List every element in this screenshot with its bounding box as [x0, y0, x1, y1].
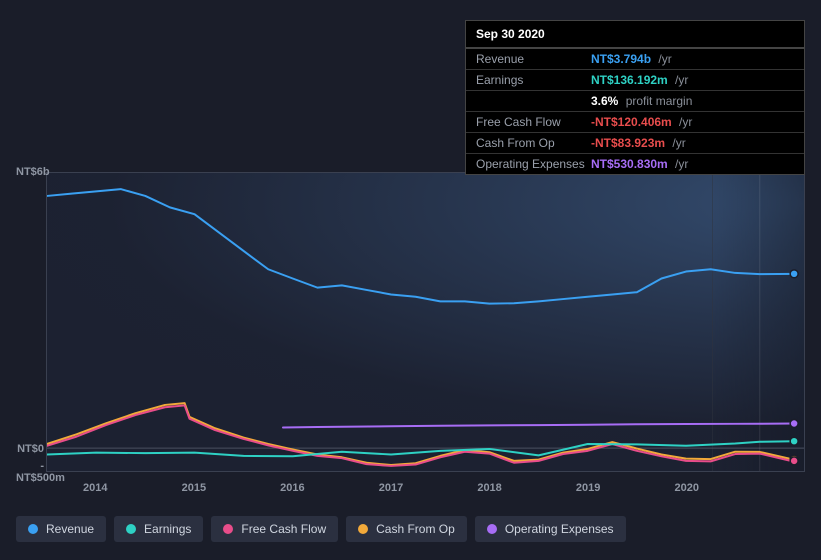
legend-swatch [358, 524, 368, 534]
plot-area[interactable] [46, 172, 805, 472]
legend-swatch [28, 524, 38, 534]
legend-item[interactable]: Revenue [16, 516, 106, 542]
y-tick-label: NT$0 [16, 443, 44, 455]
x-tick-label: 2019 [576, 482, 600, 494]
legend-item[interactable]: Free Cash Flow [211, 516, 338, 542]
legend-swatch [223, 524, 233, 534]
x-tick-label: 2016 [280, 482, 304, 494]
tooltip-row-label: Free Cash Flow [476, 115, 591, 129]
legend-label: Revenue [46, 522, 94, 536]
chart-svg [47, 173, 804, 471]
tooltip-row-value: NT$136.192m /yr [591, 73, 688, 87]
tooltip-row: Free Cash Flow-NT$120.406m /yr [466, 112, 804, 133]
x-tick-label: 2017 [379, 482, 403, 494]
x-tick-label: 2015 [182, 482, 206, 494]
tooltip-row: Operating ExpensesNT$530.830m /yr [466, 154, 804, 174]
tooltip-row-value: NT$3.794b /yr [591, 52, 672, 66]
tooltip-row-label: Earnings [476, 73, 591, 87]
legend-label: Operating Expenses [505, 522, 614, 536]
tooltip-row: EarningsNT$136.192m /yr [466, 70, 804, 91]
tooltip-row: RevenueNT$3.794b /yr [466, 49, 804, 70]
legend-item[interactable]: Earnings [114, 516, 203, 542]
y-tick-label: NT$6b [16, 166, 44, 178]
tooltip-row-value: -NT$120.406m /yr [591, 115, 692, 129]
legend-item[interactable]: Operating Expenses [475, 516, 626, 542]
legend-label: Cash From Op [376, 522, 455, 536]
hover-tooltip: Sep 30 2020 RevenueNT$3.794b /yrEarnings… [465, 20, 805, 175]
y-tick-label: -NT$500m [16, 460, 44, 484]
legend: Revenue Earnings Free Cash Flow Cash From O… [16, 516, 626, 542]
financials-chart[interactable]: NT$6b NT$0 -NT$500m 2014 2015 2016 2017 2018 20… [16, 155, 805, 500]
tooltip-row-label: Operating Expenses [476, 157, 591, 171]
tooltip-row-value: 3.6% profit margin [591, 94, 692, 108]
x-tick-label: 2020 [674, 482, 698, 494]
tooltip-row: Cash From Op-NT$83.923m /yr [466, 133, 804, 154]
tooltip-row-label [476, 94, 591, 108]
legend-swatch [126, 524, 136, 534]
tooltip-row: 3.6% profit margin [466, 91, 804, 112]
tooltip-row-value: -NT$83.923m /yr [591, 136, 686, 150]
legend-label: Earnings [144, 522, 191, 536]
legend-label: Free Cash Flow [241, 522, 326, 536]
x-tick-label: 2018 [477, 482, 501, 494]
tooltip-row-label: Cash From Op [476, 136, 591, 150]
legend-item[interactable]: Cash From Op [346, 516, 467, 542]
legend-swatch [487, 524, 497, 534]
tooltip-rows: RevenueNT$3.794b /yrEarningsNT$136.192m … [466, 49, 804, 174]
tooltip-row-label: Revenue [476, 52, 591, 66]
tooltip-date: Sep 30 2020 [466, 21, 804, 49]
tooltip-row-value: NT$530.830m /yr [591, 157, 688, 171]
x-tick-label: 2014 [83, 482, 107, 494]
